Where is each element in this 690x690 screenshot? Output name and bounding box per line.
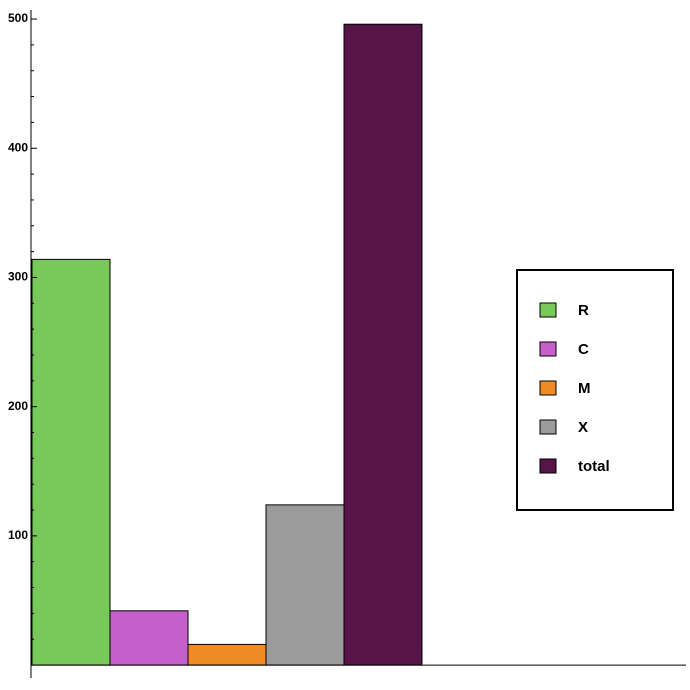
legend-label: X [578,419,588,436]
legend-swatch [539,419,557,435]
legend-swatch [539,380,557,396]
y-tick-label: 200 [8,399,28,413]
y-tick-label: 100 [8,528,28,542]
legend-label: C [578,341,589,358]
bar [265,504,345,666]
y-tick-label: 400 [8,140,28,154]
y-tick-label: 300 [8,270,28,284]
bar [109,610,189,666]
bar [343,23,423,666]
legend-label: R [578,302,589,319]
legend-swatch [539,458,557,474]
legend-label: M [578,380,591,397]
y-tick-label: 500 [8,11,28,25]
legend-label: total [578,458,610,475]
legend-swatch [539,341,557,357]
legend-swatch [539,302,557,318]
bar [31,258,111,666]
bar [187,643,267,666]
